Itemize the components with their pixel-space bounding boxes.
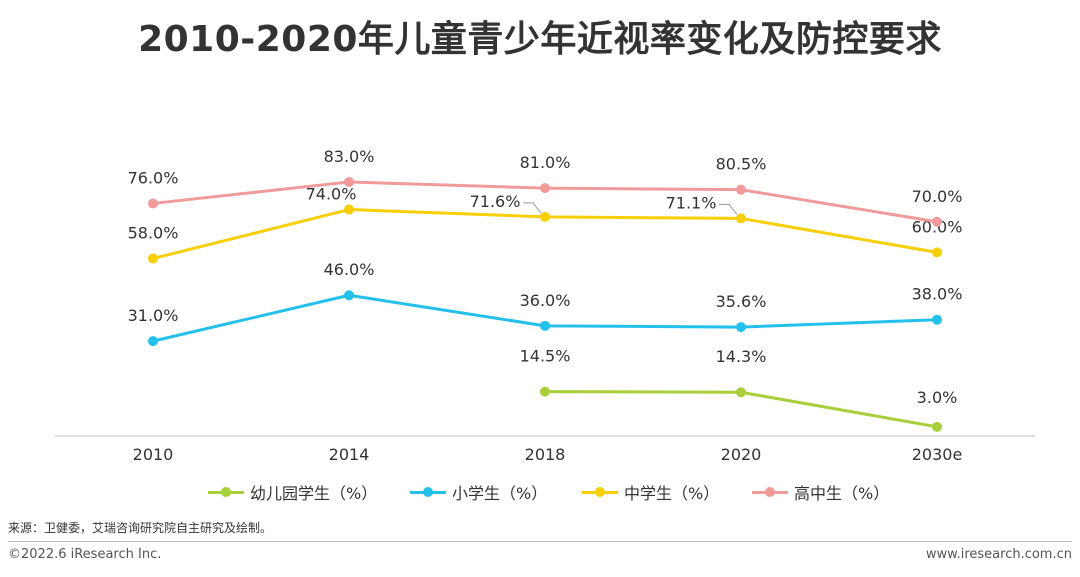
data-label: 31.0%	[128, 306, 179, 325]
data-point	[148, 198, 158, 209]
chart-title: 2010-2020年儿童青少年近视率变化及防控要求	[138, 19, 942, 60]
data-label: 70.0%	[912, 187, 963, 206]
legend-item: 中学生（%）	[582, 480, 719, 504]
data-label: 38.0%	[912, 285, 963, 304]
data-label: 14.5%	[520, 347, 571, 366]
data-label: 71.1%	[666, 193, 717, 212]
legend-item: 幼儿园学生（%）	[208, 480, 377, 504]
data-point	[344, 204, 354, 215]
data-point	[736, 213, 746, 224]
data-label: 35.6%	[716, 292, 767, 311]
data-label: 60.0%	[912, 217, 963, 236]
label-leader-line	[719, 203, 738, 215]
x-tick-label: 2030e	[912, 445, 963, 464]
data-label: 46.0%	[324, 260, 375, 279]
data-point	[932, 314, 942, 325]
data-label: 36.0%	[520, 291, 571, 310]
x-tick-label: 2010	[133, 445, 174, 464]
x-tick-label: 2018	[525, 445, 566, 464]
data-point	[344, 177, 354, 188]
data-label: 14.3%	[716, 347, 767, 366]
x-tick-label: 2014	[329, 445, 370, 464]
data-point	[148, 336, 158, 347]
data-point	[540, 183, 550, 194]
source-note: 来源：卫健委，艾瑞咨询研究院自主研究及绘制。	[8, 521, 273, 535]
legend-label: 小学生（%）	[452, 484, 548, 503]
data-label: 71.6%	[470, 192, 521, 211]
legend-label: 幼儿园学生（%）	[250, 484, 378, 503]
website-text: www.iresearch.com.cn	[925, 547, 1072, 562]
copyright-text: ©2022.6 iResearch Inc.	[8, 547, 162, 562]
data-point	[736, 387, 746, 398]
line-chart: 2010 2014 2018 2020 2030e 14.5% 14.3% 3.0% 31.0%…	[55, 147, 1035, 464]
data-point	[540, 386, 550, 397]
data-point	[540, 211, 550, 222]
data-label: 58.0%	[128, 224, 179, 243]
data-point	[932, 421, 942, 432]
data-point	[344, 290, 354, 301]
data-point	[736, 184, 746, 195]
data-point	[148, 253, 158, 264]
data-label: 80.5%	[716, 155, 767, 174]
legend-swatch	[208, 486, 244, 497]
data-point	[932, 216, 942, 227]
legend-label: 高中生（%）	[794, 484, 890, 503]
legend-label: 中学生（%）	[624, 484, 720, 503]
data-label: 74.0%	[306, 185, 357, 204]
footer-divider	[8, 541, 1072, 542]
legend-swatch	[582, 486, 618, 497]
legend-item: 高中生（%）	[752, 480, 889, 504]
data-label: 83.0%	[324, 147, 375, 166]
data-point	[736, 322, 746, 333]
data-label: 81.0%	[520, 153, 571, 172]
data-label: 3.0%	[917, 388, 958, 407]
data-point	[540, 320, 550, 331]
legend-item: 小学生（%）	[410, 480, 547, 504]
x-tick-label: 2020	[721, 445, 762, 464]
legend-swatch	[752, 486, 788, 497]
data-label: 76.0%	[128, 168, 179, 187]
legend-swatch	[410, 486, 446, 497]
label-leader-line	[523, 202, 542, 214]
data-point	[932, 247, 942, 258]
